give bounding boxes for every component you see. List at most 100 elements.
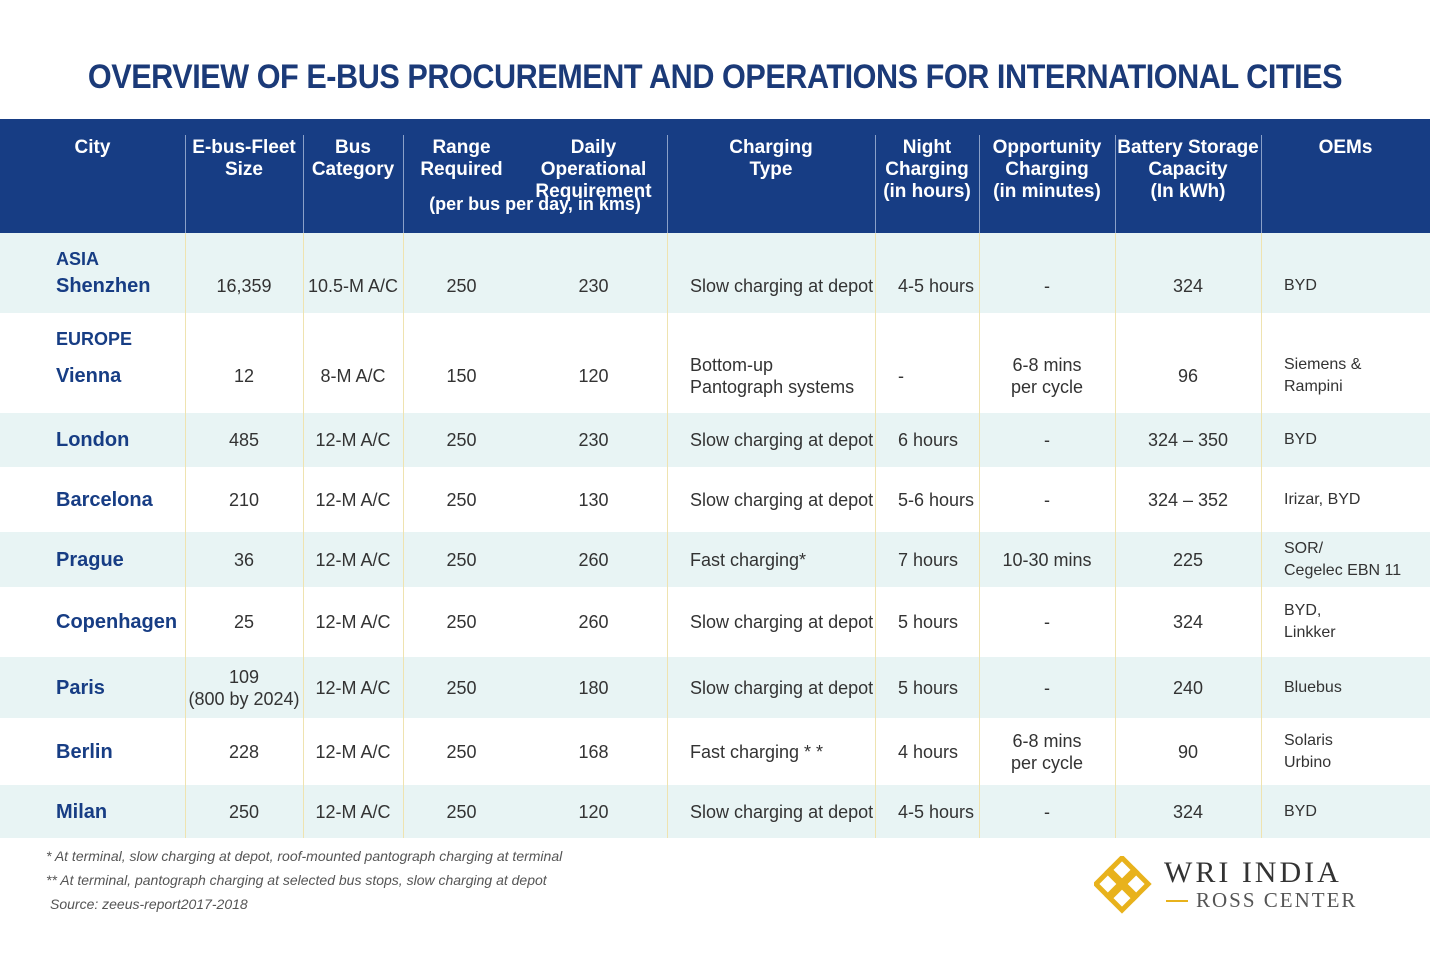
table-cell: Bluebus [1284,657,1430,718]
title: OVERVIEW OF E-BUS PROCUREMENT AND OPERAT… [87,58,1343,96]
column-header: Battery Storage Capacity (In kWh) [1115,119,1261,233]
table-cell: 225 [1115,532,1261,587]
cell-line: 4 hours [898,741,959,762]
logo-rule [1166,900,1188,902]
cell-line: 10.5-M A/C [307,276,399,296]
table-cell: 10-30 mins [979,532,1115,587]
header-line: Size [224,159,264,180]
column-separator [1115,233,1116,838]
cell-line: 25 [233,612,255,632]
table-cell: 90 [1115,718,1261,785]
cell-line: Urbino [1284,753,1332,771]
table-cell: 250 [403,413,520,467]
header-line: Opportunity [992,137,1102,158]
cell-line: 10-30 mins [1002,549,1092,570]
table-cell: 12-M A/C [303,785,403,838]
cell-line: - [1044,612,1050,632]
cell-line: 96 [1177,366,1199,386]
table-cell: Solaris Urbino [1284,718,1430,785]
table-cell: - [979,413,1115,467]
table-cell: 250 [403,657,520,718]
table-cell: 250 [403,259,520,313]
table-cell: Fast charging* [690,532,875,587]
table-cell: BYD, Linkker [1284,587,1430,657]
cell-line: 210 [228,489,260,510]
header-line: City [74,137,111,158]
table-cell: 6-8 mins per cycle [979,718,1115,785]
footnote: ** At terminal, pantograph charging at s… [46,872,547,888]
cell-line: 7 hours [898,549,959,570]
table-cell: 4-5 hours [898,259,979,313]
cell-line: 6-8 mins [1012,355,1082,375]
cell-line: 250 [446,677,477,698]
column-header: Bus Category [303,119,403,233]
table-cell: Barcelona [56,467,185,532]
column-separator [1261,233,1262,838]
cell-line: 250 [446,741,477,762]
header-line: E-bus-Fleet [192,137,296,158]
cell-line: 324 – 350 [1147,430,1229,450]
table-cell: Irizar, BYD [1284,467,1430,532]
table-cell: Berlin [56,718,185,785]
cell-line: Cegelec EBN 11 [1284,561,1402,579]
cell-line: Siemens & [1284,356,1362,373]
cell-line: (800 by 2024) [188,688,300,709]
table-cell: - [979,785,1115,838]
table-cell: Slow charging at depot [690,467,875,532]
table-cell: Vienna [56,339,185,413]
table-cell: 260 [520,587,667,657]
column-header: Charging Type [667,119,875,233]
table-cell: 120 [520,339,667,413]
header-separator [667,135,668,233]
column-separator [875,233,876,838]
table-cell: BYD [1284,785,1430,838]
table-cell: - [898,339,979,413]
cell-line: 5 hours [898,612,959,632]
column-separator [667,233,668,838]
cell-line: 4-5 hours [898,276,975,296]
header-line: Charging [1005,159,1089,180]
cell-line: Slow charging at depot [690,801,874,822]
header-line: Requirement [535,181,652,202]
cell-line: Slow charging at depot [690,677,874,698]
cell-line: - [1044,430,1050,450]
column-header: Range Required [403,119,520,233]
table-cell: Slow charging at depot [690,587,875,657]
cell-line: 6 hours [898,430,959,450]
table-cell: 12-M A/C [303,413,403,467]
cell-line: Berlin [56,740,113,763]
column-header: Opportunity Charging (in minutes) [979,119,1115,233]
row-background [0,467,1430,532]
table-cell: - [979,467,1115,532]
cell-line: 250 [228,801,260,822]
cell-line: BYD [1284,431,1317,448]
table-cell: 109 (800 by 2024) [185,657,303,718]
cell-line: 5 hours [898,677,959,698]
cell-line: 4-5 hours [898,801,975,822]
cell-line: Slow charging at depot [690,612,874,632]
cell-line: 150 [446,366,477,386]
cell-line: 260 [578,612,609,632]
cell-line: 109 [228,666,260,687]
cell-line: 120 [578,366,609,386]
table-cell: 5 hours [898,657,979,718]
table-cell: - [979,259,1115,313]
cell-line: 12-M A/C [315,489,391,510]
table-cell: 250 [403,718,520,785]
cell-line: - [1044,677,1050,698]
header-line: Bus [335,137,371,158]
table-cell: Prague [56,532,185,587]
table-cell: 250 [185,785,303,838]
header-separator [1115,135,1116,233]
cell-line: 250 [446,276,477,296]
table-cell: Paris [56,657,185,718]
logo-name: WRI INDIA [1164,856,1342,889]
table-cell: Milan [56,785,185,838]
table-cell: Slow charging at depot [690,785,875,838]
column-header: City [0,119,185,233]
cell-line: 228 [228,741,260,762]
table-header [0,119,1430,233]
table-cell: 6-8 mins per cycle [979,339,1115,413]
cell-line: 250 [446,489,477,510]
cell-line: 12-M A/C [315,430,391,450]
